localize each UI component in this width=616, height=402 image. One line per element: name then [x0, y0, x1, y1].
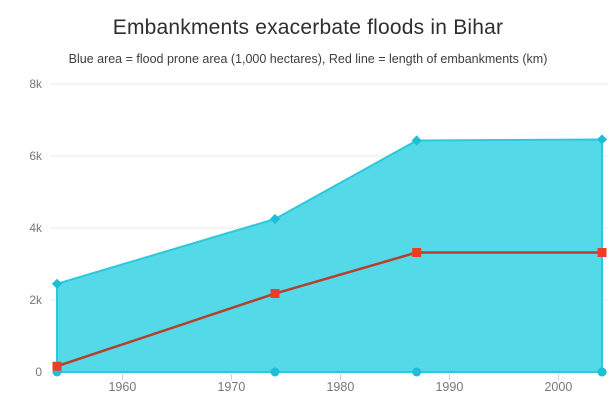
- x-axis-label-1990: 1990: [435, 380, 463, 394]
- y-axis-label-2k: 2k: [29, 293, 43, 307]
- baseline-point-1987[interactable]: [412, 367, 422, 377]
- embankment-point-1987[interactable]: [412, 247, 422, 257]
- y-axis-label-4k: 4k: [29, 221, 43, 235]
- y-axis-label-0: 0: [35, 365, 42, 379]
- flood-area-point-1954[interactable]: [51, 278, 63, 289]
- embankment-point-1974[interactable]: [270, 289, 280, 299]
- y-axis-label-8k: 8k: [29, 77, 43, 91]
- x-axis-label-2000: 2000: [544, 380, 572, 394]
- embankment-point-2004[interactable]: [597, 247, 607, 257]
- y-axis-label-6k: 6k: [29, 149, 43, 163]
- x-axis-label-1970: 1970: [217, 380, 245, 394]
- embankments-line-series: [56, 251, 602, 368]
- x-axis-label-1960: 1960: [108, 380, 136, 394]
- baseline-point-1974[interactable]: [270, 367, 280, 377]
- chart-title: Embankments exacerbate floods in Bihar: [112, 16, 504, 39]
- x-axis-label-1980: 1980: [326, 380, 354, 394]
- chart-subtitle: Blue area = flood prone area (1,000 hect…: [68, 52, 548, 66]
- flood-prone-area-series: [56, 138, 603, 373]
- embankment-point-1954[interactable]: [52, 361, 62, 371]
- baseline-point-2004[interactable]: [597, 367, 607, 377]
